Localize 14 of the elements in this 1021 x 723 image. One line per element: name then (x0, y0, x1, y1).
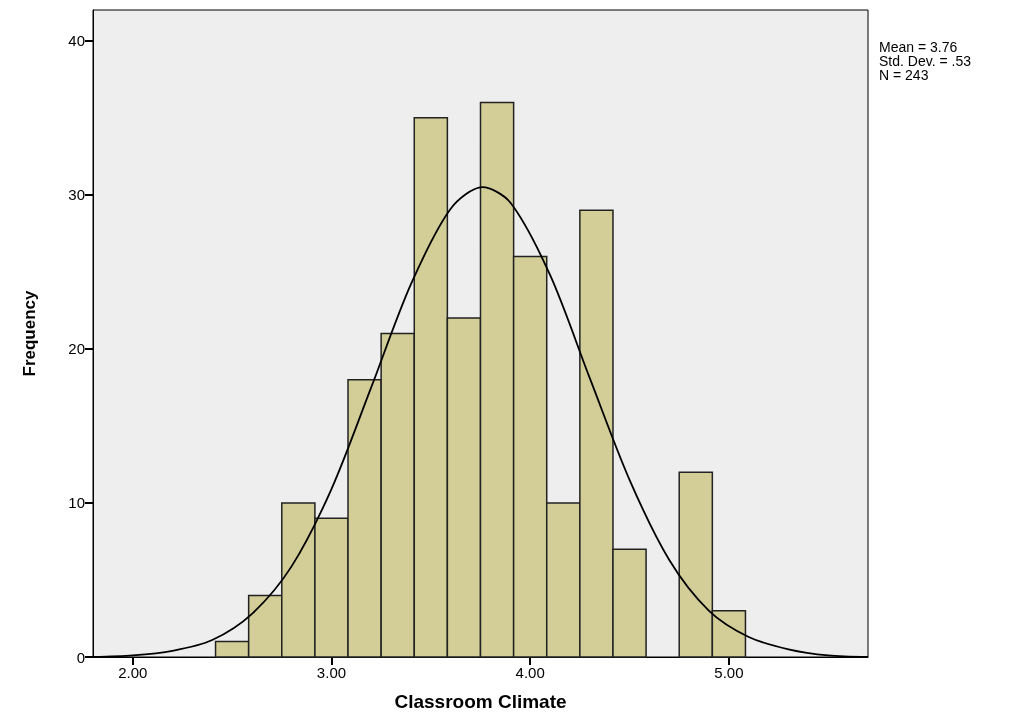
y-axis-title: Frequency (20, 289, 39, 377)
y-tick-label: 10 (68, 494, 85, 512)
x-tick-label: 5.00 (714, 664, 744, 681)
x-tick-label: 3.00 (316, 664, 347, 681)
text: Mean = 3.76 (879, 39, 958, 55)
y-tick-label: 20 (68, 340, 85, 358)
text: N = 243 (879, 67, 929, 83)
x-tick-label: 4.00 (515, 664, 545, 681)
y-tick-label: 40 (68, 32, 85, 50)
text: Std. Dev. = .53 (879, 53, 972, 69)
x-axis-title: Classroom Climate (394, 691, 567, 712)
y-tick-label: 0 (76, 648, 85, 666)
y-tick-label: 30 (68, 186, 85, 204)
x-tick-label: 2.00 (118, 664, 148, 681)
